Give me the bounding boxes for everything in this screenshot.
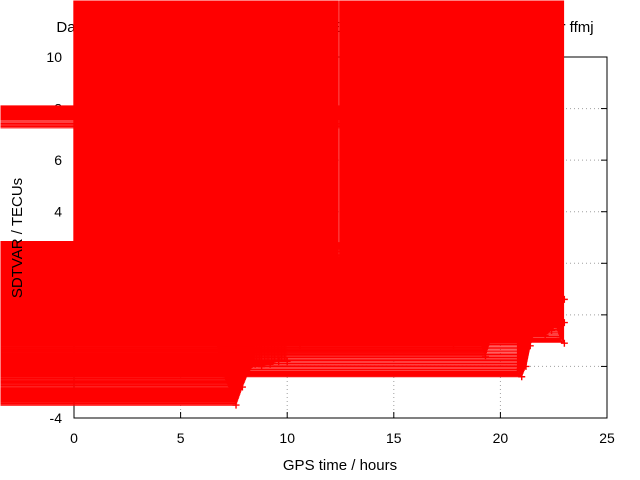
- data-point: [522, 362, 530, 370]
- data-point: [371, 125, 379, 133]
- data-point: [238, 383, 246, 391]
- data-point: [358, 102, 366, 110]
- data-point: [560, 319, 568, 327]
- data-point: [428, 254, 436, 262]
- x-axis-label: GPS time / hours: [283, 457, 397, 474]
- data-point: [556, 334, 564, 342]
- data-point: [535, 324, 543, 332]
- y-axis-label: SDTVAR / TECUs: [9, 178, 26, 298]
- x-tick-label: 0: [70, 430, 78, 446]
- data-point: [554, 321, 562, 329]
- data-point: [548, 326, 556, 334]
- data-point: [560, 339, 568, 347]
- y-tick-label: -4: [50, 410, 63, 426]
- y-tick-label: 4: [54, 204, 62, 220]
- data-point: [528, 298, 536, 306]
- data-point: [432, 270, 440, 278]
- x-tick-label: 25: [599, 430, 615, 446]
- data-points: [0, 0, 568, 409]
- data-point: [232, 401, 240, 409]
- y-tick-label: 6: [54, 152, 62, 168]
- data-point: [364, 110, 372, 118]
- y-tick-label: 10: [46, 49, 62, 65]
- data-point: [526, 342, 534, 350]
- x-tick-label: 15: [386, 430, 402, 446]
- series-t15: [0, 0, 379, 133]
- data-point: [351, 115, 359, 123]
- data-point: [226, 386, 234, 394]
- data-point: [541, 331, 549, 339]
- x-tick-label: 10: [279, 430, 295, 446]
- data-point: [513, 368, 521, 376]
- x-tick-label: 5: [177, 430, 185, 446]
- series-t23: [0, 0, 568, 339]
- data-point: [518, 373, 526, 381]
- x-tick-label: 20: [493, 430, 509, 446]
